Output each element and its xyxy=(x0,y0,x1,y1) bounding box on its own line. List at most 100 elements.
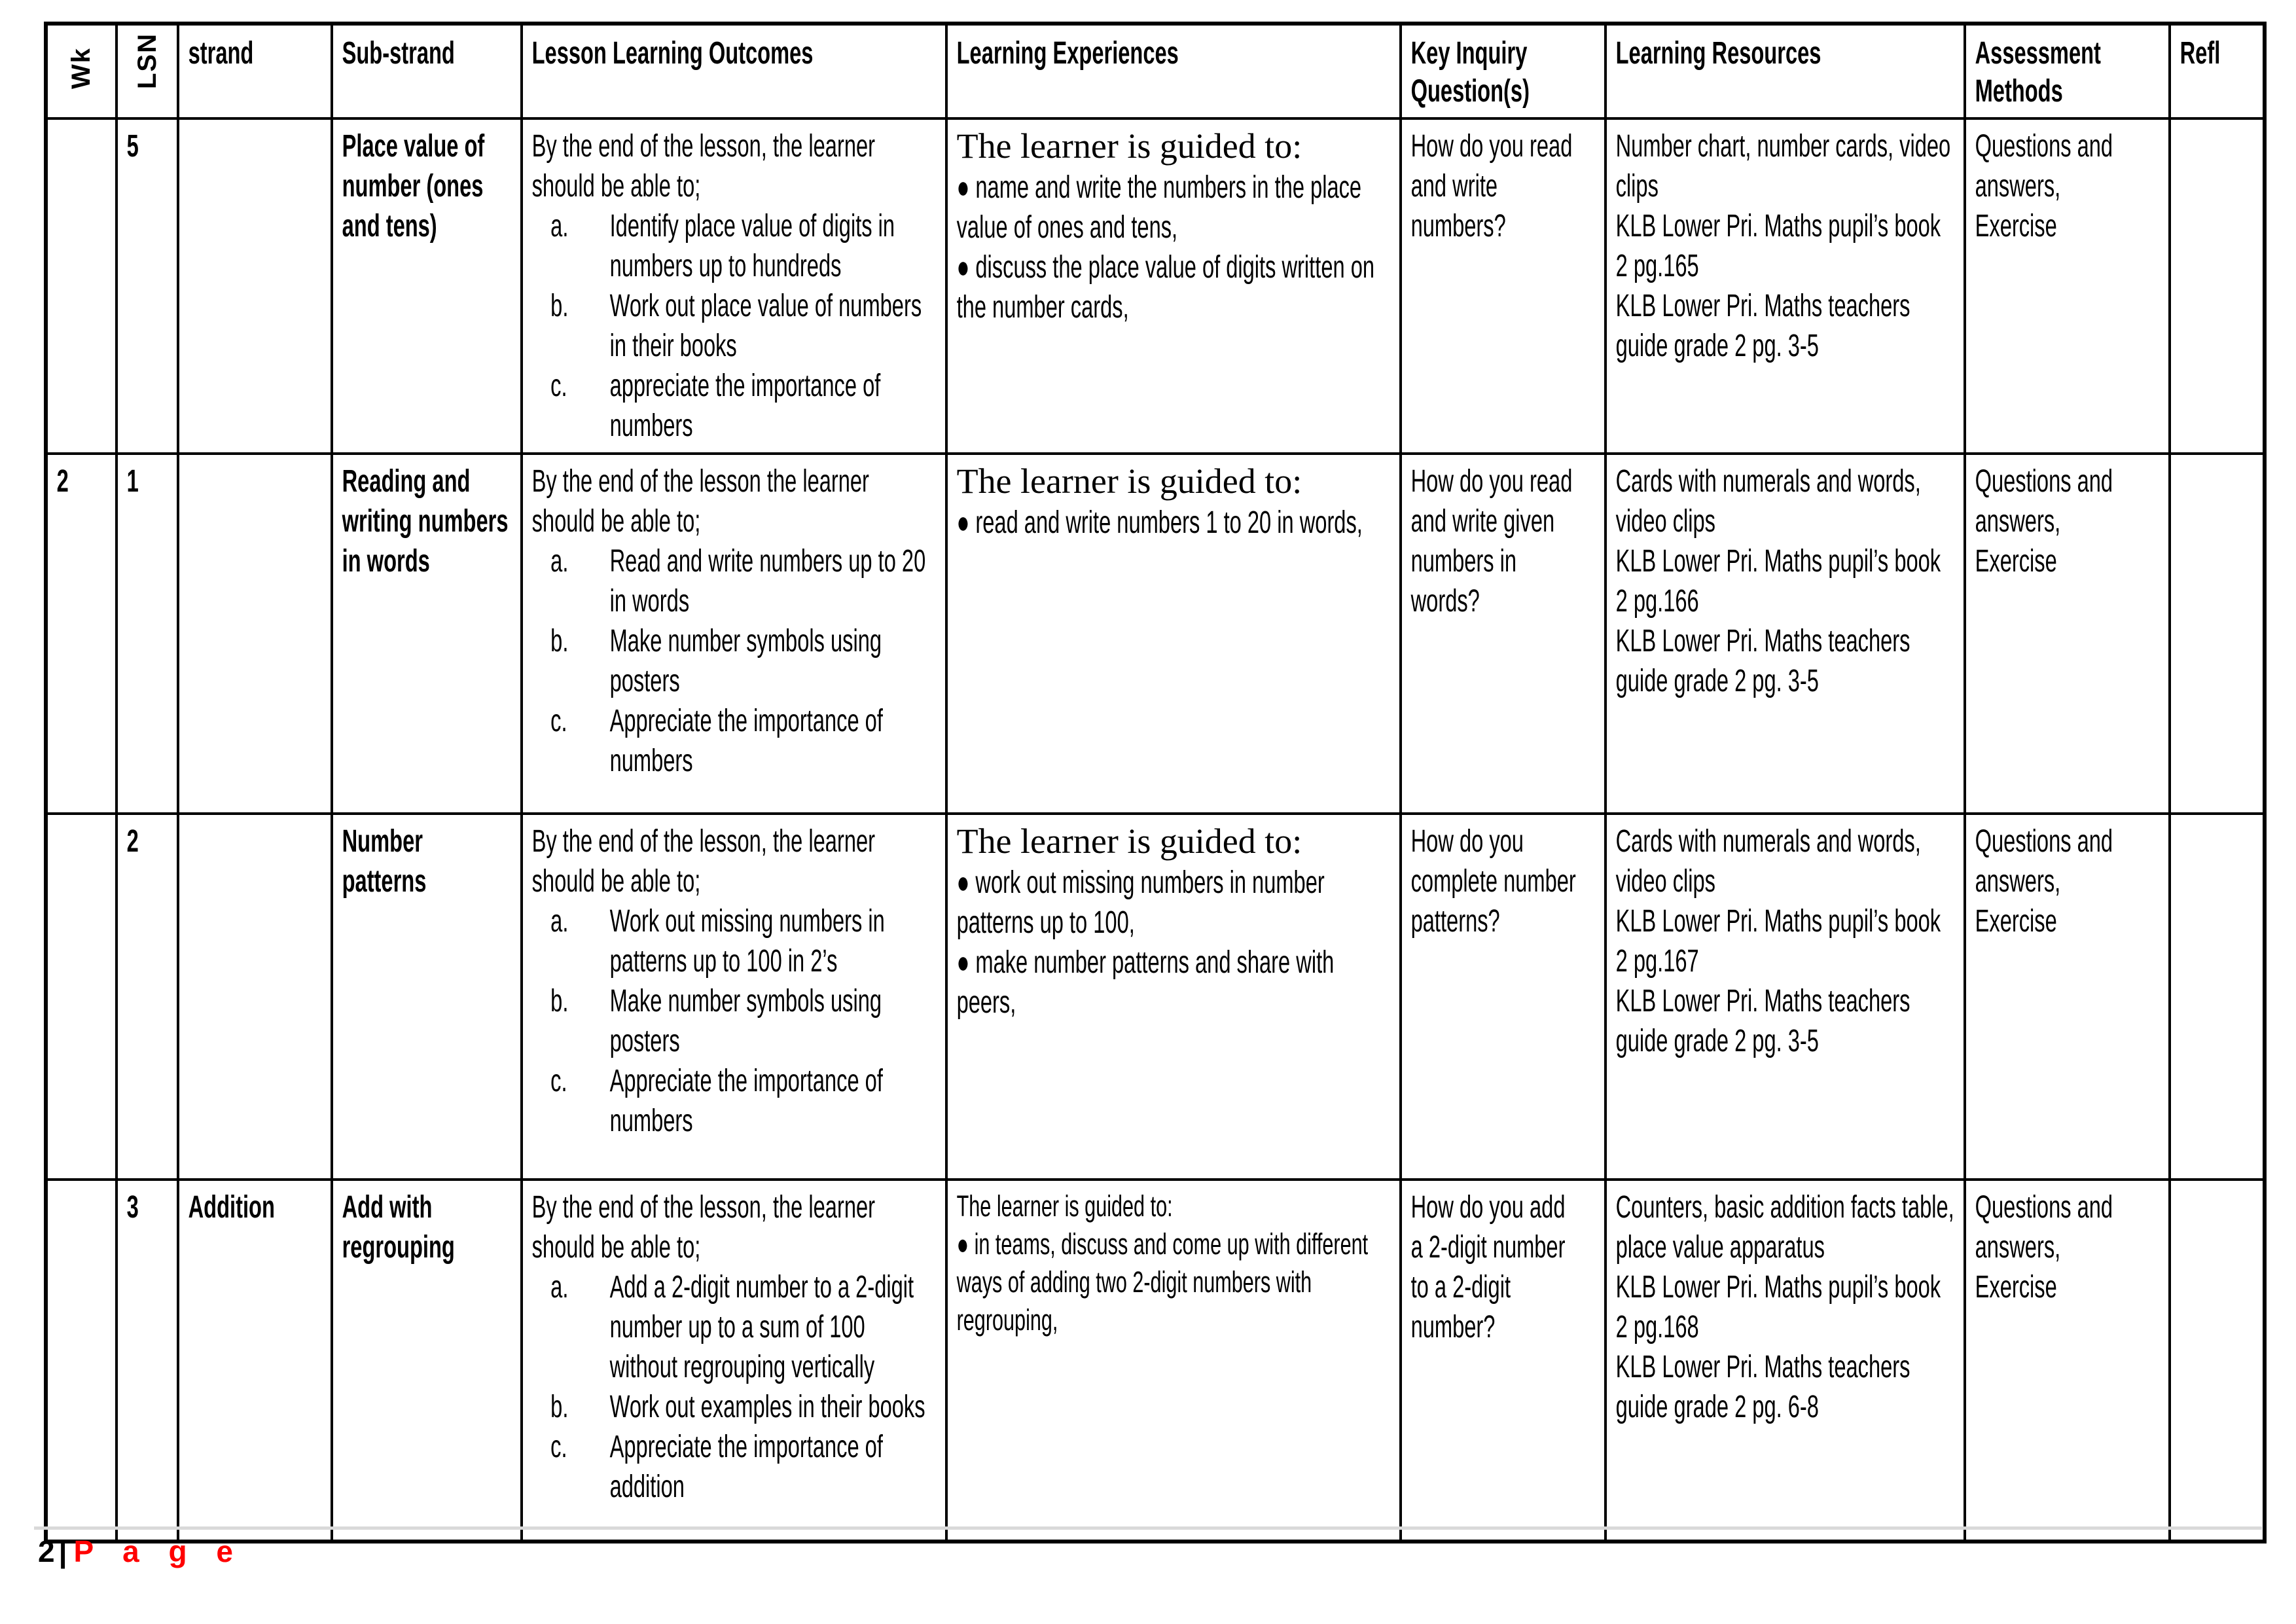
list-marker: a. xyxy=(550,1270,569,1305)
list-marker: c. xyxy=(550,704,567,738)
outcomes-intro: By the end of the lesson, the learner sh… xyxy=(531,1190,875,1265)
col-header-resources-label: Learning Resources xyxy=(1615,36,1821,71)
inquiry-text: How do you add a 2-digit number to a 2-d… xyxy=(1410,1190,1566,1344)
list-marker: c. xyxy=(550,369,567,403)
cell-sub-strand: Place value of number (ones and tens) xyxy=(331,117,523,455)
resource-line: KLB Lower Pri. Maths pupil’s book 2 pg.1… xyxy=(1615,1270,1941,1344)
col-header-inquiry-label: Key Inquiry Question(s) xyxy=(1410,36,1530,109)
cell-outcomes: By the end of the lesson, the learner sh… xyxy=(520,812,948,1181)
inquiry-text: How do you complete number patterns? xyxy=(1410,824,1576,939)
cell-refl xyxy=(2168,1178,2266,1543)
resource-line: KLB Lower Pri. Maths teachers guide grad… xyxy=(1615,289,1910,363)
outcome-item: b. Work out examples in their books xyxy=(532,1387,937,1427)
resource-line: KLB Lower Pri. Maths pupil’s book 2 pg.1… xyxy=(1615,209,1941,283)
experience-bullet: ● work out missing numbers in number pat… xyxy=(956,865,1325,940)
resource-line: KLB Lower Pri. Maths teachers guide grad… xyxy=(1615,1350,1910,1424)
header-row: Wk LSN strand Sub-strand Lesson Learning… xyxy=(45,22,2266,120)
cell-assessment: Questions and answers, Exercise xyxy=(1964,812,2171,1181)
col-header-strand-label: strand xyxy=(188,36,254,71)
cell-experiences: The learner is guided to: ● in teams, di… xyxy=(945,1178,1402,1543)
list-marker: c. xyxy=(550,1064,567,1098)
outcome-item: c. Appreciate the importance of numbers xyxy=(532,701,937,781)
cell-outcomes: By the end of the lesson, the learner sh… xyxy=(520,1178,948,1543)
list-marker: c. xyxy=(550,1430,567,1464)
cell-resources: Counters, basic addition facts table, pl… xyxy=(1604,1178,1966,1543)
col-header-lsn: LSN xyxy=(115,22,179,120)
resource-line: Cards with numerals and words, video cli… xyxy=(1615,464,1921,539)
scheme-of-work-table: Wk LSN strand Sub-strand Lesson Learning… xyxy=(44,22,2267,1543)
experiences-intro: The learner is guided to: xyxy=(956,1189,1173,1223)
experience-bullet: ● read and write numbers 1 to 20 in word… xyxy=(956,505,1363,540)
resource-line: KLB Lower Pri. Maths teachers guide grad… xyxy=(1615,624,1910,698)
cell-refl xyxy=(2168,117,2266,455)
bullet-icon: ● xyxy=(956,1227,969,1261)
col-header-refl-label: Refl xyxy=(2179,36,2221,71)
assessment-text: Questions and answers, Exercise xyxy=(1975,1190,2113,1305)
cell-inquiry: How do you complete number patterns? xyxy=(1399,812,1607,1181)
cell-lsn: 2 xyxy=(115,812,179,1181)
assessment-text: Questions and answers, Exercise xyxy=(1975,464,2113,579)
footer-separator: | xyxy=(58,1534,67,1568)
bullet-icon: ● xyxy=(956,865,970,900)
col-header-wk: Wk xyxy=(45,22,118,120)
experience-bullet: ● in teams, discuss and come up with dif… xyxy=(956,1227,1369,1337)
cell-strand xyxy=(177,452,333,815)
table-row: 3 Addition Add with regrouping By the en… xyxy=(45,1178,2266,1543)
cell-resources: Cards with numerals and words, video cli… xyxy=(1604,812,1966,1181)
outcome-item: b. Make number symbols using posters xyxy=(532,621,937,701)
list-marker: a. xyxy=(550,209,569,244)
col-header-lsn-label: LSN xyxy=(132,33,162,89)
table-row: 2 Number patterns By the end of the less… xyxy=(45,812,2266,1181)
page-number: 2 xyxy=(38,1534,55,1568)
col-header-refl: Refl xyxy=(2168,22,2266,120)
col-header-inquiry: Key Inquiry Question(s) xyxy=(1399,22,1607,120)
outcome-item: a. Read and write numbers up to 20 in wor… xyxy=(532,541,937,621)
cell-sub-strand: Add with regrouping xyxy=(331,1178,523,1543)
bullet-icon: ● xyxy=(956,945,970,980)
resource-line: KLB Lower Pri. Maths pupil’s book 2 pg.1… xyxy=(1615,544,1941,619)
cell-sub-strand: Reading and writing numbers in words xyxy=(331,452,523,815)
cell-inquiry: How do you read and write numbers? xyxy=(1399,117,1607,455)
outcome-item: a. Work out missing numbers in patterns u… xyxy=(532,901,937,981)
cell-strand xyxy=(177,812,333,1181)
cell-resources: Number chart, number cards, video clips … xyxy=(1604,117,1966,455)
cell-inquiry: How do you read and write given numbers … xyxy=(1399,452,1607,815)
resource-line: Counters, basic addition facts table, pl… xyxy=(1615,1190,1954,1265)
experiences-intro: The learner is guided to: xyxy=(956,126,1302,166)
experience-bullet: ● name and write the numbers in the plac… xyxy=(956,170,1362,245)
list-marker: a. xyxy=(550,904,569,939)
cell-wk xyxy=(45,812,118,1181)
list-marker: b. xyxy=(550,624,569,659)
cell-experiences: The learner is guided to: ● name and wri… xyxy=(945,117,1402,455)
cell-assessment: Questions and answers, Exercise xyxy=(1964,452,2171,815)
page-footer: 2 | P a g e xyxy=(38,1533,243,1570)
experiences-intro: The learner is guided to: xyxy=(956,461,1302,501)
outcomes-intro: By the end of the lesson the learner sho… xyxy=(531,464,869,539)
table-row: 5 Place value of number (ones and tens) … xyxy=(45,117,2266,455)
outcome-item: c. Appreciate the importance of addition xyxy=(532,1427,937,1507)
cell-strand xyxy=(177,117,333,455)
bullet-icon: ● xyxy=(956,505,970,540)
cell-wk xyxy=(45,1178,118,1543)
col-header-strand: strand xyxy=(177,22,333,120)
cell-inquiry: How do you add a 2-digit number to a 2-d… xyxy=(1399,1178,1607,1543)
assessment-text: Questions and answers, Exercise xyxy=(1975,129,2113,244)
resource-line: Cards with numerals and words, video cli… xyxy=(1615,824,1921,899)
cell-lsn: 5 xyxy=(115,117,179,455)
col-header-sub-strand-label: Sub-strand xyxy=(342,36,455,71)
experience-bullet: ● discuss the place value of digits writ… xyxy=(956,250,1375,325)
cell-strand: Addition xyxy=(177,1178,333,1543)
list-marker: b. xyxy=(550,289,569,323)
cell-lsn: 1 xyxy=(115,452,179,815)
bullet-icon: ● xyxy=(956,250,970,285)
experiences-intro: The learner is guided to: xyxy=(956,821,1302,861)
list-marker: a. xyxy=(550,544,569,579)
cell-resources: Cards with numerals and words, video cli… xyxy=(1604,452,1966,815)
col-header-experiences-label: Learning Experiences xyxy=(956,36,1179,71)
outcomes-intro: By the end of the lesson, the learner sh… xyxy=(531,129,875,204)
col-header-experiences: Learning Experiences xyxy=(945,22,1402,120)
col-header-wk-label: Wk xyxy=(67,47,96,89)
cell-assessment: Questions and answers, Exercise xyxy=(1964,117,2171,455)
cell-assessment: Questions and answers, Exercise xyxy=(1964,1178,2171,1543)
